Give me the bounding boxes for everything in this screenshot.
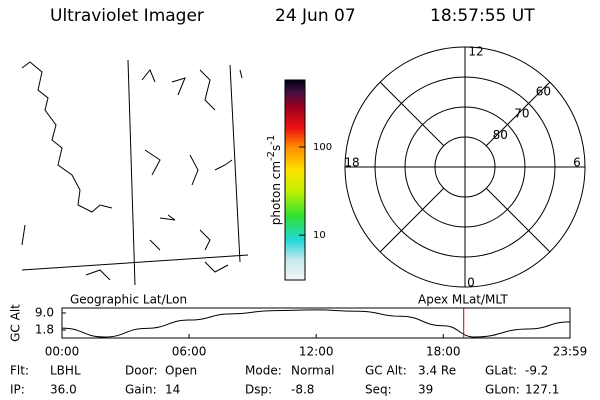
polar-ring-label: 80 bbox=[493, 128, 508, 142]
status-label: Dsp: bbox=[245, 383, 272, 397]
status-label: GLon: bbox=[485, 383, 520, 397]
map bbox=[21, 59, 249, 286]
polar-ring bbox=[374, 76, 556, 258]
colorbar-label: photon cm-2s-1 bbox=[266, 135, 283, 226]
status-value: 3.4 Re bbox=[418, 364, 456, 378]
status-label: GLat: bbox=[485, 364, 517, 378]
y-tick-label: 1.8 bbox=[35, 322, 54, 336]
line-series bbox=[61, 309, 571, 338]
polar-ring-label: 70 bbox=[514, 106, 529, 120]
date: 24 Jun 07 bbox=[275, 6, 356, 26]
mlt-label: 0 bbox=[467, 276, 475, 290]
x-tick-label: 18:00 bbox=[426, 345, 461, 359]
status-label: GC Alt: bbox=[365, 364, 407, 378]
polar-label: Apex MLat/MLT bbox=[418, 293, 508, 307]
polar-ring bbox=[434, 136, 496, 198]
polar-ring bbox=[404, 106, 526, 228]
mlt-label: 12 bbox=[468, 45, 483, 59]
polar-ring-label: 60 bbox=[536, 85, 551, 99]
status-value: -9.2 bbox=[525, 364, 548, 378]
map-label: Geographic Lat/Lon bbox=[70, 293, 187, 307]
status-label: Door: bbox=[125, 364, 158, 378]
x-tick-label: 06:00 bbox=[172, 345, 207, 359]
status-value: 39 bbox=[418, 383, 433, 397]
x-tick-label: 00:00 bbox=[45, 345, 80, 359]
title: Ultraviolet Imager bbox=[50, 6, 204, 26]
status-label: Gain: bbox=[125, 383, 157, 397]
status-value: 36.0 bbox=[50, 383, 77, 397]
x-tick-label: 12:00 bbox=[299, 345, 334, 359]
polar-diagonal bbox=[379, 81, 445, 147]
status-value: Normal bbox=[291, 364, 334, 378]
status-label: Mode: bbox=[245, 364, 282, 378]
polar-diagonal bbox=[379, 187, 445, 253]
status-label: Flt: bbox=[10, 364, 29, 378]
y-axis-label: GC Alt bbox=[9, 304, 23, 342]
y-tick-label: 9.0 bbox=[35, 305, 54, 319]
status-value: 127.1 bbox=[525, 383, 559, 397]
status-value: Open bbox=[165, 364, 197, 378]
colorbar bbox=[284, 79, 306, 281]
x-tick-label: 23:59 bbox=[553, 345, 588, 359]
plot-frame bbox=[61, 307, 571, 339]
polar-diagonal bbox=[485, 81, 551, 147]
time: 18:57:55 UT bbox=[430, 6, 535, 26]
status-value: LBHL bbox=[50, 364, 81, 378]
status-label: IP: bbox=[10, 383, 25, 397]
status-value: 14 bbox=[165, 383, 180, 397]
polar-diagonal bbox=[485, 187, 551, 253]
status-value: -8.8 bbox=[291, 383, 314, 397]
colorbar-tick-label: 10 bbox=[313, 230, 326, 241]
colorbar-tick-label: 100 bbox=[313, 142, 332, 153]
status-label: Seq: bbox=[365, 383, 392, 397]
mlt-label: 6 bbox=[573, 156, 581, 170]
mlt-label: 18 bbox=[344, 156, 359, 170]
